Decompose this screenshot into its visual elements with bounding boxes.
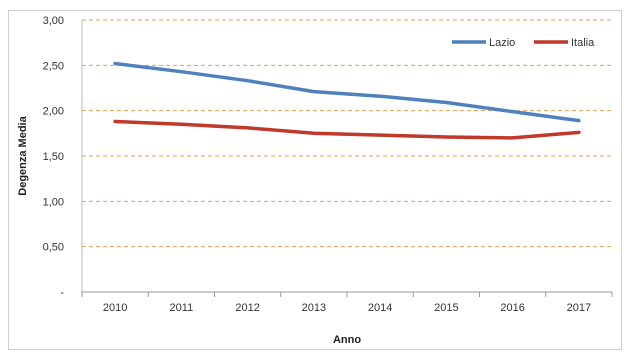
x-tick-label: 2013 — [302, 302, 326, 314]
y-tick-label: - — [60, 287, 64, 299]
x-tick-label: 2016 — [500, 302, 524, 314]
y-tick-label: 1,50 — [43, 151, 64, 163]
x-tick-label: 2015 — [434, 302, 458, 314]
y-tick-label: 0,50 — [43, 242, 64, 254]
x-tick-label: 2012 — [235, 302, 259, 314]
y-tick-labels: - 0,50 1,00 1,50 2,00 2,50 3,00 — [43, 15, 65, 299]
series-line-italia — [113, 119, 581, 140]
y-tick-label: 3,00 — [43, 15, 64, 27]
chart-frame — [8, 10, 622, 350]
gridlines — [81, 19, 612, 293]
legend-label: Italia — [571, 37, 595, 49]
legend-label: Lazio — [489, 37, 515, 49]
y-tick-label: 2,00 — [43, 106, 64, 118]
y-tick-label: 1,00 — [43, 196, 64, 208]
x-tick-label: 2014 — [368, 302, 392, 314]
series-lines — [113, 61, 581, 140]
x-axis-title: Anno — [333, 334, 361, 346]
x-tick-labels: 2010 2011 2012 2013 2014 2015 2016 2017 — [81, 292, 613, 314]
legend: Lazio Italia — [452, 37, 595, 49]
y-axis-title: Degenza Media — [17, 115, 29, 195]
x-tick-label: 2017 — [567, 302, 591, 314]
series-line-lazio — [113, 61, 581, 123]
y-tick-label: 2,50 — [43, 60, 64, 72]
x-tick-label: 2010 — [103, 302, 127, 314]
x-tick-label: 2011 — [170, 302, 194, 314]
